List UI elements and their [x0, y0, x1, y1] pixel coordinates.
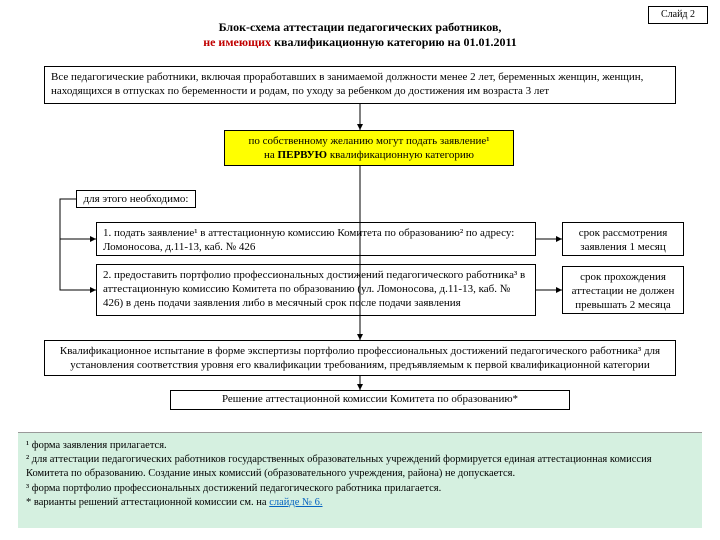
fn4-link[interactable]: слайде № 6.	[269, 497, 322, 508]
title-red: не имеющих	[203, 35, 271, 49]
yellow-line2-post: квалификационную категорию	[327, 149, 474, 161]
box-need: для этого необходимо:	[76, 190, 196, 208]
box-decision: Решение аттестационной комиссии Комитета…	[170, 390, 570, 410]
yellow-line2-pre: на	[264, 149, 278, 161]
yellow-line1: по собственному желанию могут подать зая…	[248, 135, 489, 147]
box-yellow: по собственному желанию могут подать зая…	[224, 130, 514, 166]
fn4: * варианты решений аттестационной комисс…	[26, 496, 694, 510]
box-exam: Квалификационное испытание в форме экспе…	[44, 340, 676, 376]
fn3: ³ форма портфолио профессиональных дости…	[26, 482, 694, 496]
page-title: Блок-схема аттестации педагогических раб…	[0, 20, 720, 50]
fn4-pre: * варианты решений аттестационной комисс…	[26, 497, 269, 508]
footnotes: ¹ форма заявления прилагается. ² для атт…	[18, 432, 702, 528]
box-all-workers: Все педагогические работники, включая пр…	[44, 66, 676, 104]
box-right1: срок рассмотрения заявления 1 месяц	[562, 222, 684, 256]
fn1: ¹ форма заявления прилагается.	[26, 439, 694, 453]
title-line1: Блок-схема аттестации педагогических раб…	[219, 20, 502, 34]
yellow-line2-bold: ПЕРВУЮ	[278, 149, 328, 161]
box-step2: 2. предоставить портфолио профессиональн…	[96, 264, 536, 316]
fn2: ² для аттестации педагогических работник…	[26, 453, 694, 481]
box-step1: 1. подать заявление¹ в аттестационную ко…	[96, 222, 536, 256]
box-right2: срок прохождения аттестации не должен пр…	[562, 266, 684, 314]
title-line2: квалификационную категорию на 01.01.2011	[271, 35, 517, 49]
